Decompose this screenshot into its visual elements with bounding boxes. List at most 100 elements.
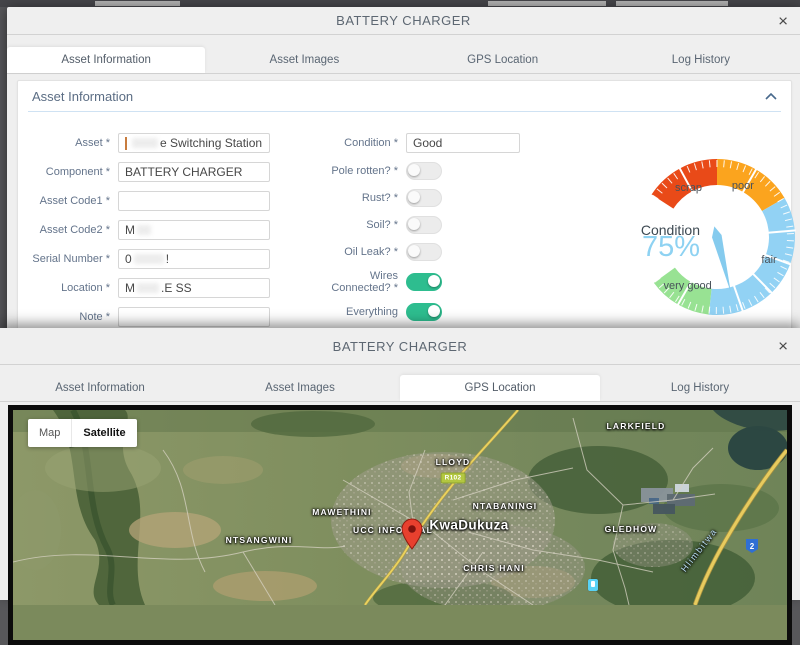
toggle-wires-connected-[interactable] <box>406 273 442 291</box>
field-label: Pole rotten? * <box>274 165 398 177</box>
tab-log-history[interactable]: Log History <box>602 47 800 73</box>
poi-icon[interactable] <box>588 579 598 591</box>
field-label: Soil? * <box>274 219 398 231</box>
map-pin-icon[interactable] <box>401 518 423 555</box>
toggle-knob <box>408 245 420 257</box>
field-input-component-[interactable]: BATTERY CHARGER <box>118 162 270 182</box>
dialog-title: BATTERY CHARGER <box>336 13 471 28</box>
toggle-oil-leak-[interactable] <box>406 243 442 261</box>
field-label: Asset Code2 * <box>24 224 110 236</box>
map-type-map[interactable]: Map <box>28 419 71 447</box>
gauge-center-text: Condition 75% <box>604 223 700 262</box>
field-input-condition[interactable]: Good <box>406 133 520 153</box>
field-value: 0 <box>125 252 132 266</box>
toggle-soil-[interactable] <box>406 216 442 234</box>
toggle-knob <box>408 218 420 230</box>
close-icon[interactable]: × <box>778 338 788 355</box>
field-value: .E SS <box>161 281 192 295</box>
form-row: Location * M .E SS <box>24 278 270 298</box>
field-input-note-[interactable] <box>118 307 270 327</box>
field-label: Rust? * <box>274 192 398 204</box>
close-icon[interactable]: × <box>778 12 788 29</box>
gauge-segment-label: scrap <box>675 182 702 194</box>
field-input-asset-[interactable]: e Switching Station <box>118 133 270 153</box>
form-row: Condition * Good <box>274 133 584 153</box>
field-label: Asset Code1 * <box>24 195 110 207</box>
tab-log-history[interactable]: Log History <box>600 375 800 401</box>
gauge-segment-label: very good <box>663 280 711 292</box>
map-type-satellite[interactable]: Satellite <box>71 419 136 447</box>
redacted-text <box>137 225 151 235</box>
form-row: Asset Code1 * <box>24 191 270 211</box>
toggle-everything[interactable] <box>406 303 442 321</box>
map-label-gledhow: GLEDHOW <box>605 524 658 534</box>
form-row: Note * <box>24 307 270 327</box>
field-input-asset-code2-[interactable]: M <box>118 220 270 240</box>
backdrop-fragment <box>488 1 606 6</box>
form-row: Everything <box>274 303 584 321</box>
field-label: Condition * <box>274 137 398 149</box>
toggle-knob <box>408 164 420 176</box>
field-input-serial-number-[interactable]: 0! <box>118 249 270 269</box>
form-row: Rust? * <box>274 189 584 207</box>
form-row: Component * BATTERY CHARGER <box>24 162 270 182</box>
dialog-header: BATTERY CHARGER × <box>0 328 800 365</box>
form-row: Oil Leak? * <box>274 243 584 261</box>
field-input-location-[interactable]: M .E SS <box>118 278 270 298</box>
field-value: M <box>125 281 135 295</box>
form-row: Asset Code2 * M <box>24 220 270 240</box>
map-label-lloyd: LLOYD <box>436 457 471 467</box>
field-input-asset-code1-[interactable] <box>118 191 270 211</box>
form-right-column: Condition * Good Pole rotten? * Rust? * Soil… <box>274 133 584 328</box>
collapse-chevron-icon[interactable] <box>765 93 777 100</box>
toggle-pole-rotten-[interactable] <box>406 162 442 180</box>
field-label: Component * <box>24 166 110 178</box>
form-row: Asset *e Switching Station <box>24 133 270 153</box>
route-badge-r102: R102 <box>441 473 466 484</box>
map-label-ntsangwini: NTSANGWINI <box>226 535 293 545</box>
section-title: Asset Information <box>32 89 133 104</box>
map-label-kwadukuza: KwaDukuza <box>429 518 508 533</box>
toggle-knob <box>428 275 440 287</box>
gauge-segment-label: poor <box>732 180 754 192</box>
tab-gps-location[interactable]: GPS Location <box>404 47 602 73</box>
field-label: Note * <box>24 311 110 323</box>
tab-asset-images[interactable]: Asset Images <box>200 375 400 401</box>
map-label-chris-hani: CHRIS HANI <box>463 563 525 573</box>
field-label: Oil Leak? * <box>274 246 398 258</box>
tab-asset-information[interactable]: Asset Information <box>7 47 205 73</box>
field-value: M <box>125 223 135 237</box>
form-left-column: Asset *e Switching Station Component * BAT… <box>24 133 270 328</box>
redacted-text <box>134 254 164 264</box>
field-label: Location * <box>24 282 110 294</box>
tab-asset-information[interactable]: Asset Information <box>0 375 200 401</box>
map-label-mawethini: MAWETHINI <box>312 507 371 517</box>
map-label-larkfield: LARKFIELD <box>607 421 666 431</box>
redacted-text <box>137 283 159 293</box>
dialog-header: BATTERY CHARGER × <box>7 7 800 35</box>
form-row: Soil? * <box>274 216 584 234</box>
tab-asset-images[interactable]: Asset Images <box>205 47 403 73</box>
condition-gauge: Condition 75% scrap poor fair very good <box>604 141 800 326</box>
backdrop-fragment <box>616 1 728 6</box>
gauge-segment-label: fair <box>761 254 776 266</box>
form-row: Serial Number * 0! <box>24 249 270 269</box>
map-label-ntabaningi: NTABANINGI <box>473 501 538 511</box>
toggle-rust-[interactable] <box>406 189 442 207</box>
gauge-value: 75% <box>604 233 700 262</box>
toggle-knob <box>408 191 420 203</box>
field-value: BATTERY CHARGER <box>125 165 242 179</box>
field-value: ! <box>166 252 169 266</box>
form-row: Pole rotten? * <box>274 162 584 180</box>
dialog-title: BATTERY CHARGER <box>333 339 468 354</box>
tab-gps-location[interactable]: GPS Location <box>400 375 600 401</box>
field-label: Wires Connected? * <box>274 270 398 294</box>
form-row: Wires Connected? * <box>274 270 584 294</box>
toggle-knob <box>428 305 440 317</box>
field-label: Serial Number * <box>24 253 110 265</box>
